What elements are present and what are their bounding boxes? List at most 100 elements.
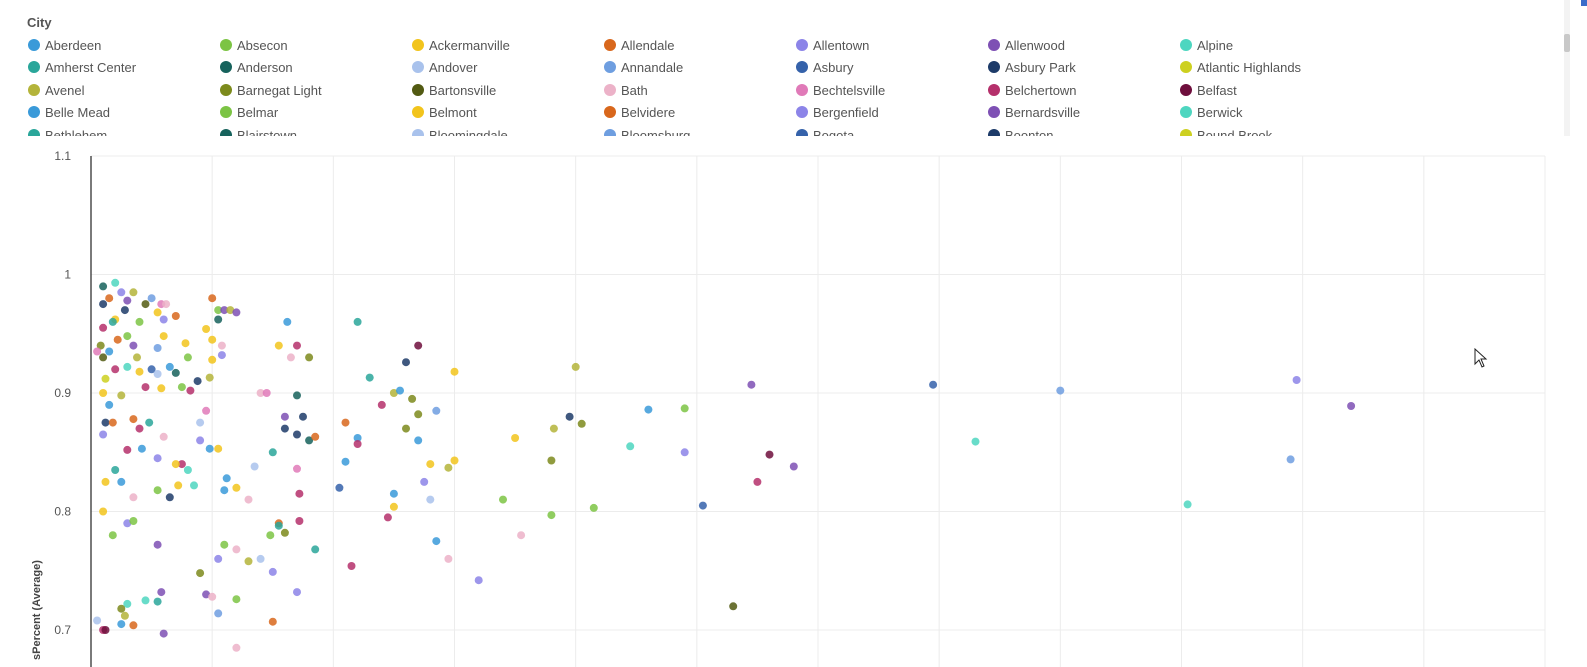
scatter-point[interactable] <box>266 531 275 540</box>
scatter-point[interactable] <box>193 377 202 386</box>
scatter-point[interactable] <box>305 436 314 445</box>
scatter-point[interactable] <box>159 432 168 441</box>
scatter-point[interactable] <box>183 353 192 362</box>
scatter-point[interactable] <box>626 442 635 451</box>
legend-item[interactable]: Belmar <box>220 104 278 120</box>
scatter-point[interactable] <box>549 424 558 433</box>
scatter-point[interactable] <box>135 424 144 433</box>
scatter-point[interactable] <box>153 540 162 549</box>
scatter-point[interactable] <box>402 358 410 367</box>
scatter-point[interactable] <box>389 389 398 397</box>
scatter-point[interactable] <box>577 419 586 428</box>
legend-item[interactable]: Aberdeen <box>28 37 101 53</box>
scatter-point[interactable] <box>159 315 168 324</box>
scatter-point[interactable] <box>99 353 108 362</box>
scatter-point[interactable] <box>389 502 398 511</box>
scatter-point[interactable] <box>147 365 156 374</box>
scatter-point[interactable] <box>177 383 186 392</box>
legend-item[interactable]: Amherst Center <box>28 59 136 75</box>
scatter-point[interactable] <box>157 588 166 597</box>
legend-item[interactable]: Ackermanville <box>412 37 510 53</box>
scatter-point[interactable] <box>299 412 307 421</box>
scatter-point[interactable] <box>408 394 417 403</box>
scatter-point[interactable] <box>765 450 774 459</box>
legend-item[interactable]: Belfast <box>1180 82 1237 98</box>
scatter-point[interactable] <box>214 609 223 618</box>
scatter-point[interactable] <box>120 306 129 315</box>
scatter-point[interactable] <box>123 445 132 454</box>
scatter-point[interactable] <box>389 489 398 498</box>
scatter-point[interactable] <box>202 406 211 415</box>
scatter-point[interactable] <box>383 513 392 522</box>
scatter-point[interactable] <box>123 362 132 371</box>
scatter-point[interactable] <box>293 464 301 473</box>
scatter-point[interactable] <box>153 308 162 317</box>
corner-control[interactable] <box>1581 0 1587 6</box>
legend-item[interactable]: Andover <box>412 59 477 75</box>
scatter-point[interactable] <box>432 537 441 546</box>
scatter-point[interactable] <box>698 501 707 510</box>
scatter-point[interactable] <box>123 332 132 341</box>
legend-scroll-thumb[interactable] <box>1564 34 1570 52</box>
legend-item[interactable]: Bergenfield <box>796 104 879 120</box>
scatter-point[interactable] <box>153 454 162 463</box>
scatter-point[interactable] <box>420 477 429 486</box>
scatter-point[interactable] <box>208 592 217 601</box>
scatter-point[interactable] <box>214 315 223 324</box>
legend-item[interactable]: Allentown <box>796 37 869 53</box>
scatter-point[interactable] <box>474 576 483 585</box>
legend-item[interactable]: Blairstown <box>220 127 297 136</box>
scatter-point[interactable] <box>293 430 301 439</box>
legend-item[interactable]: Atlantic Highlands <box>1180 59 1301 75</box>
scatter-point[interactable] <box>141 300 150 309</box>
scatter-point[interactable] <box>99 430 108 439</box>
legend-scrollbar[interactable] <box>1564 0 1570 136</box>
scatter-point[interactable] <box>133 353 141 362</box>
scatter-point[interactable] <box>226 306 235 315</box>
scatter-point[interactable] <box>147 294 156 303</box>
scatter-point[interactable] <box>205 444 214 453</box>
scatter-point[interactable] <box>117 620 126 629</box>
scatter-point[interactable] <box>101 626 110 634</box>
scatter-point[interactable] <box>117 477 126 486</box>
scatter-point[interactable] <box>99 389 108 397</box>
scatter-point[interactable] <box>589 503 598 512</box>
scatter-point[interactable] <box>311 545 320 554</box>
scatter-point[interactable] <box>165 493 174 502</box>
scatter-point[interactable] <box>353 434 362 442</box>
scatter-point[interactable] <box>353 317 362 326</box>
scatter-point[interactable] <box>171 312 180 320</box>
scatter-point[interactable] <box>432 406 441 415</box>
legend-item[interactable]: Belmont <box>412 104 477 120</box>
scatter-point[interactable] <box>99 282 108 291</box>
scatter-point[interactable] <box>214 306 223 315</box>
scatter-point[interactable] <box>511 434 520 442</box>
scatter-point[interactable] <box>153 344 162 352</box>
legend-item[interactable]: Anderson <box>220 59 293 75</box>
scatter-point[interactable] <box>196 436 205 445</box>
scatter-point[interactable] <box>111 466 120 474</box>
scatter-point[interactable] <box>365 373 374 382</box>
scatter-point[interactable] <box>341 418 350 427</box>
scatter-point[interactable] <box>311 432 320 441</box>
scatter-point[interactable] <box>341 457 350 466</box>
scatter-point[interactable] <box>159 332 168 341</box>
scatter-point[interactable] <box>196 569 205 578</box>
legend-item[interactable]: Barnegat Light <box>220 82 322 98</box>
scatter-point[interactable] <box>232 483 241 492</box>
scatter-point[interactable] <box>214 554 223 563</box>
scatter-point[interactable] <box>305 353 314 362</box>
scatter-point[interactable] <box>280 528 289 537</box>
scatter-point[interactable] <box>108 317 117 326</box>
scatter-point[interactable] <box>159 629 168 638</box>
legend-item[interactable]: Asbury Park <box>988 59 1076 75</box>
scatter-point[interactable] <box>402 424 410 433</box>
scatter-point[interactable] <box>129 517 138 525</box>
scatter-point[interactable] <box>117 288 126 297</box>
scatter-point[interactable] <box>99 323 108 332</box>
scatter-point[interactable] <box>214 444 223 453</box>
scatter-point[interactable] <box>644 405 653 414</box>
scatter-point[interactable] <box>250 462 259 471</box>
scatter-point[interactable] <box>377 400 386 409</box>
scatter-point[interactable] <box>129 415 138 424</box>
